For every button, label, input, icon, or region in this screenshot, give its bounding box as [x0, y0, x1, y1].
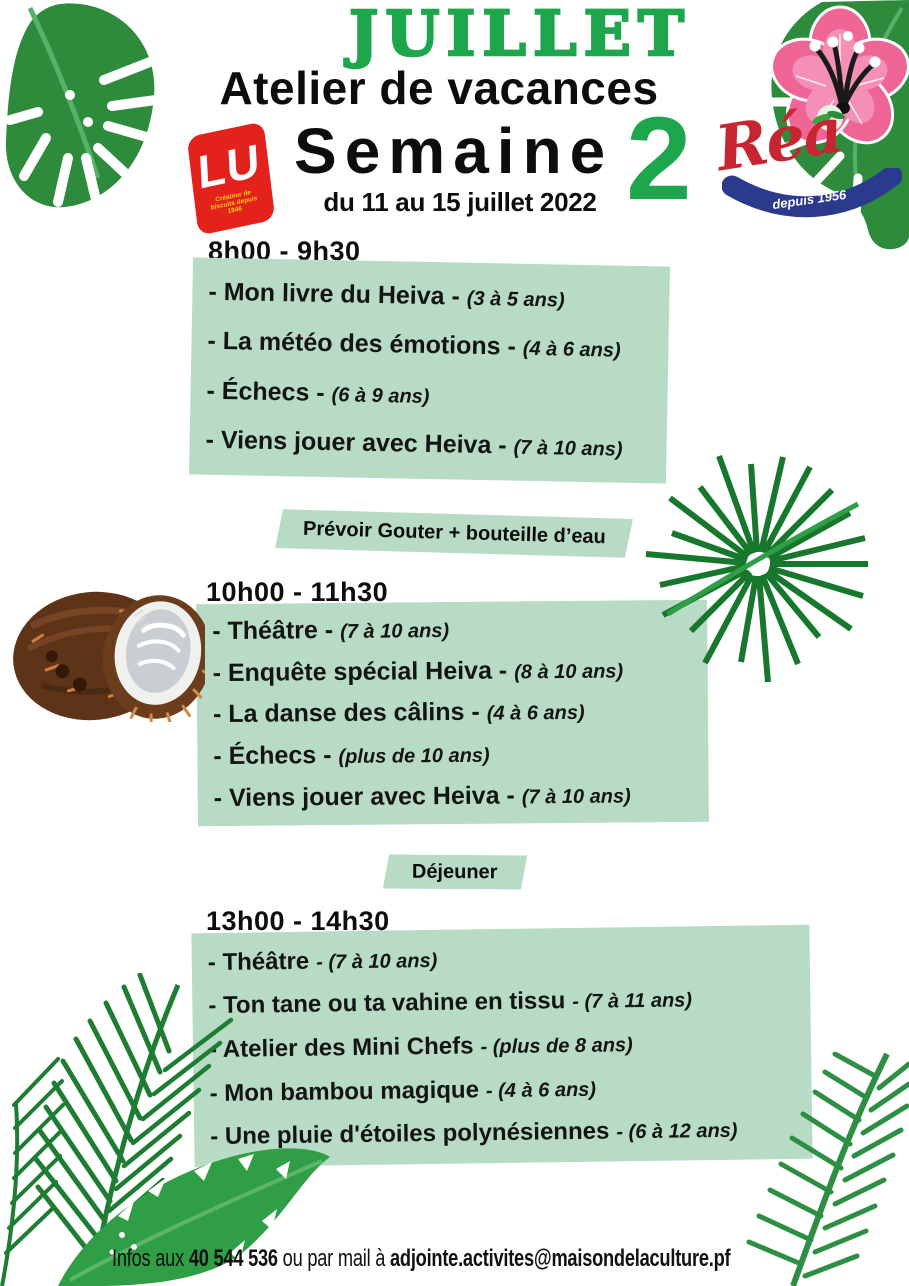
- activity-item: - Échecs - (plus de 10 ans): [213, 738, 708, 771]
- snack-banner: Prévoir Gouter + bouteille d’eau: [275, 509, 633, 558]
- activity-ages: (8 à 10 ans): [514, 660, 624, 684]
- palm-frond-bottom-right-icon: [735, 1052, 909, 1286]
- footer-email: adjointe.activites@maisondelaculture.pf: [389, 1245, 731, 1272]
- fan-palm-icon: [628, 446, 909, 684]
- lu-logo-text: LU: [196, 133, 262, 199]
- date-range: du 11 au 15 juillet 2022: [323, 187, 597, 217]
- palm-fronds-bottom-left-icon: [0, 973, 332, 1286]
- activity-ages: (4 à 6 ans): [486, 702, 585, 726]
- activity-ages: (7 à 10 ans): [521, 785, 631, 809]
- rea-logo: Réa depuis 1956: [711, 94, 909, 230]
- activity-item: - Viens jouer avec Heiva - (7 à 10 ans): [205, 425, 666, 463]
- activity-ages: (3 à 5 ans): [466, 287, 565, 312]
- activity-name: - Théâtre: [207, 947, 310, 976]
- activity-name: - Viens jouer avec Heiva -: [213, 781, 515, 813]
- activity-item: - Échecs - (6 à 9 ans): [206, 376, 667, 414]
- activity-name: - Échecs -: [213, 741, 332, 771]
- poster-subtitle: Atelier de vacances: [219, 62, 659, 114]
- activity-ages: - (7 à 10 ans): [316, 949, 438, 974]
- rea-logo-text: Réa: [710, 93, 847, 186]
- activity-ages: - (7 à 11 ans): [572, 989, 693, 1014]
- activity-name: - La météo des émotions -: [207, 327, 517, 362]
- lunch-banner: Déjeuner: [382, 854, 528, 890]
- activity-name: - Échecs -: [206, 376, 325, 407]
- activity-ages: (7 à 10 ans): [513, 436, 623, 461]
- coconuts-icon: [5, 580, 205, 722]
- footer-contact: Infos aux 40 544 536 ou par mail à adjoi…: [112, 1245, 731, 1273]
- activity-ages: (plus de 10 ans): [338, 744, 490, 769]
- footer-middle: ou par mail à: [277, 1245, 390, 1272]
- activity-item: - La danse des câlins - (4 à 6 ans): [213, 696, 708, 729]
- footer-phone: 40 544 536: [188, 1245, 278, 1272]
- footer-prefix: Infos aux: [112, 1245, 189, 1272]
- activity-item: - Mon livre du Heiva - (3 à 5 ans): [208, 278, 669, 316]
- week-number: 2: [626, 93, 692, 225]
- month-title: JUILLET: [348, 0, 691, 70]
- activity-ages: - (4 à 6 ans): [485, 1078, 597, 1102]
- activity-item: - La météo des émotions - (4 à 6 ans): [207, 327, 668, 365]
- rea-leaf-icon: [812, 105, 845, 131]
- activity-ages: (4 à 6 ans): [522, 338, 621, 363]
- activity-name: - Théâtre -: [212, 615, 334, 645]
- activity-ages: (6 à 9 ans): [331, 383, 430, 408]
- snack-banner-label: Prévoir Gouter + bouteille d’eau: [302, 517, 606, 549]
- lu-logo: LU Créateur de biscuits depuis 1846: [186, 121, 276, 236]
- week-label: Semaine: [294, 115, 614, 187]
- activity-ages: - (6 à 12 ans): [616, 1120, 738, 1144]
- activity-ages: - (plus de 8 ans): [480, 1034, 633, 1059]
- activity-block-1: - Mon livre du Heiva - (3 à 5 ans) - La m…: [188, 257, 671, 484]
- rea-swoosh-icon: [722, 168, 902, 218]
- monstera-leaf-icon: [0, 0, 185, 215]
- activity-item: - Théâtre - (7 à 10 ans): [208, 940, 810, 976]
- activity-name: - La danse des câlins -: [212, 698, 480, 729]
- activity-item: - Viens jouer avec Heiva - (7 à 10 ans): [214, 780, 709, 813]
- activity-name: - Mon livre du Heiva -: [208, 277, 461, 311]
- activity-name: - Enquête spécial Heiva -: [212, 656, 508, 687]
- activity-name: - Viens jouer avec Heiva -: [205, 425, 507, 460]
- lunch-banner-label: Déjeuner: [412, 860, 498, 883]
- activity-ages: (7 à 10 ans): [340, 619, 450, 643]
